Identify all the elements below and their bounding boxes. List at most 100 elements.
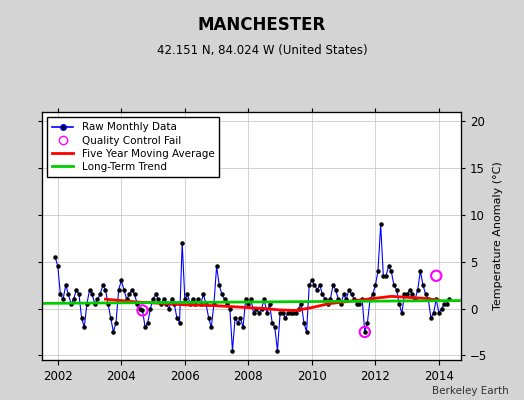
Point — [334, 296, 343, 302]
Point — [154, 296, 162, 302]
Point — [419, 282, 427, 288]
Point — [117, 277, 126, 284]
Point — [276, 310, 285, 316]
Point — [281, 315, 290, 321]
Point — [70, 296, 78, 302]
Point — [406, 287, 414, 293]
Point — [67, 301, 75, 307]
Point — [263, 310, 271, 316]
Point — [313, 287, 321, 293]
Point — [109, 329, 117, 335]
Point — [128, 287, 136, 293]
Point — [133, 301, 141, 307]
Text: MANCHESTER: MANCHESTER — [198, 16, 326, 34]
Point — [125, 291, 134, 298]
Point — [249, 310, 258, 316]
Point — [99, 282, 107, 288]
Point — [390, 282, 398, 288]
Point — [287, 310, 295, 316]
Point — [292, 310, 300, 316]
Point — [385, 263, 393, 270]
Point — [255, 310, 263, 316]
Point — [104, 301, 112, 307]
Point — [136, 305, 144, 312]
Point — [130, 291, 139, 298]
Y-axis label: Temperature Anomaly (°C): Temperature Anomaly (°C) — [493, 162, 503, 310]
Point — [159, 296, 168, 302]
Point — [321, 296, 329, 302]
Point — [318, 291, 326, 298]
Point — [435, 310, 443, 316]
Point — [355, 301, 364, 307]
Point — [170, 301, 179, 307]
Point — [149, 296, 157, 302]
Point — [186, 301, 194, 307]
Point — [144, 319, 152, 326]
Point — [220, 296, 228, 302]
Point — [392, 287, 401, 293]
Point — [53, 263, 62, 270]
Point — [91, 301, 99, 307]
Point — [297, 301, 305, 307]
Point — [268, 319, 276, 326]
Point — [257, 305, 266, 312]
Point — [123, 296, 131, 302]
Point — [196, 301, 205, 307]
Point — [323, 301, 332, 307]
Point — [234, 319, 242, 326]
Point — [181, 296, 189, 302]
Point — [242, 296, 250, 302]
Point — [59, 296, 67, 302]
Point — [337, 301, 345, 307]
Point — [308, 277, 316, 284]
Point — [101, 287, 110, 293]
Point — [138, 307, 147, 314]
Point — [432, 272, 441, 279]
Point — [72, 287, 81, 293]
Point — [274, 348, 282, 354]
Point — [176, 319, 184, 326]
Point — [88, 291, 96, 298]
Point — [329, 282, 337, 288]
Point — [363, 319, 372, 326]
Point — [421, 291, 430, 298]
Point — [300, 319, 308, 326]
Point — [400, 291, 409, 298]
Point — [167, 296, 176, 302]
Point — [191, 301, 200, 307]
Point — [340, 291, 348, 298]
Point — [231, 315, 239, 321]
Point — [210, 301, 218, 307]
Point — [151, 291, 160, 298]
Point — [382, 272, 390, 279]
Point — [265, 301, 274, 307]
Point — [342, 296, 351, 302]
Point — [212, 263, 221, 270]
Point — [371, 282, 379, 288]
Point — [96, 291, 104, 298]
Point — [361, 329, 369, 335]
Point — [207, 324, 215, 330]
Point — [398, 310, 406, 316]
Point — [284, 310, 292, 316]
Point — [217, 291, 226, 298]
Point — [332, 287, 340, 293]
Point — [236, 315, 245, 321]
Point — [376, 221, 385, 228]
Point — [387, 268, 396, 274]
Point — [252, 305, 260, 312]
Point — [228, 348, 237, 354]
Point — [368, 291, 377, 298]
Legend: Raw Monthly Data, Quality Control Fail, Five Year Moving Average, Long-Term Tren: Raw Monthly Data, Quality Control Fail, … — [47, 117, 220, 177]
Point — [416, 268, 424, 274]
Point — [112, 319, 120, 326]
Point — [427, 315, 435, 321]
Point — [408, 291, 417, 298]
Point — [310, 282, 319, 288]
Point — [162, 301, 170, 307]
Point — [315, 282, 324, 288]
Point — [294, 305, 303, 312]
Point — [194, 296, 202, 302]
Point — [165, 305, 173, 312]
Point — [429, 310, 438, 316]
